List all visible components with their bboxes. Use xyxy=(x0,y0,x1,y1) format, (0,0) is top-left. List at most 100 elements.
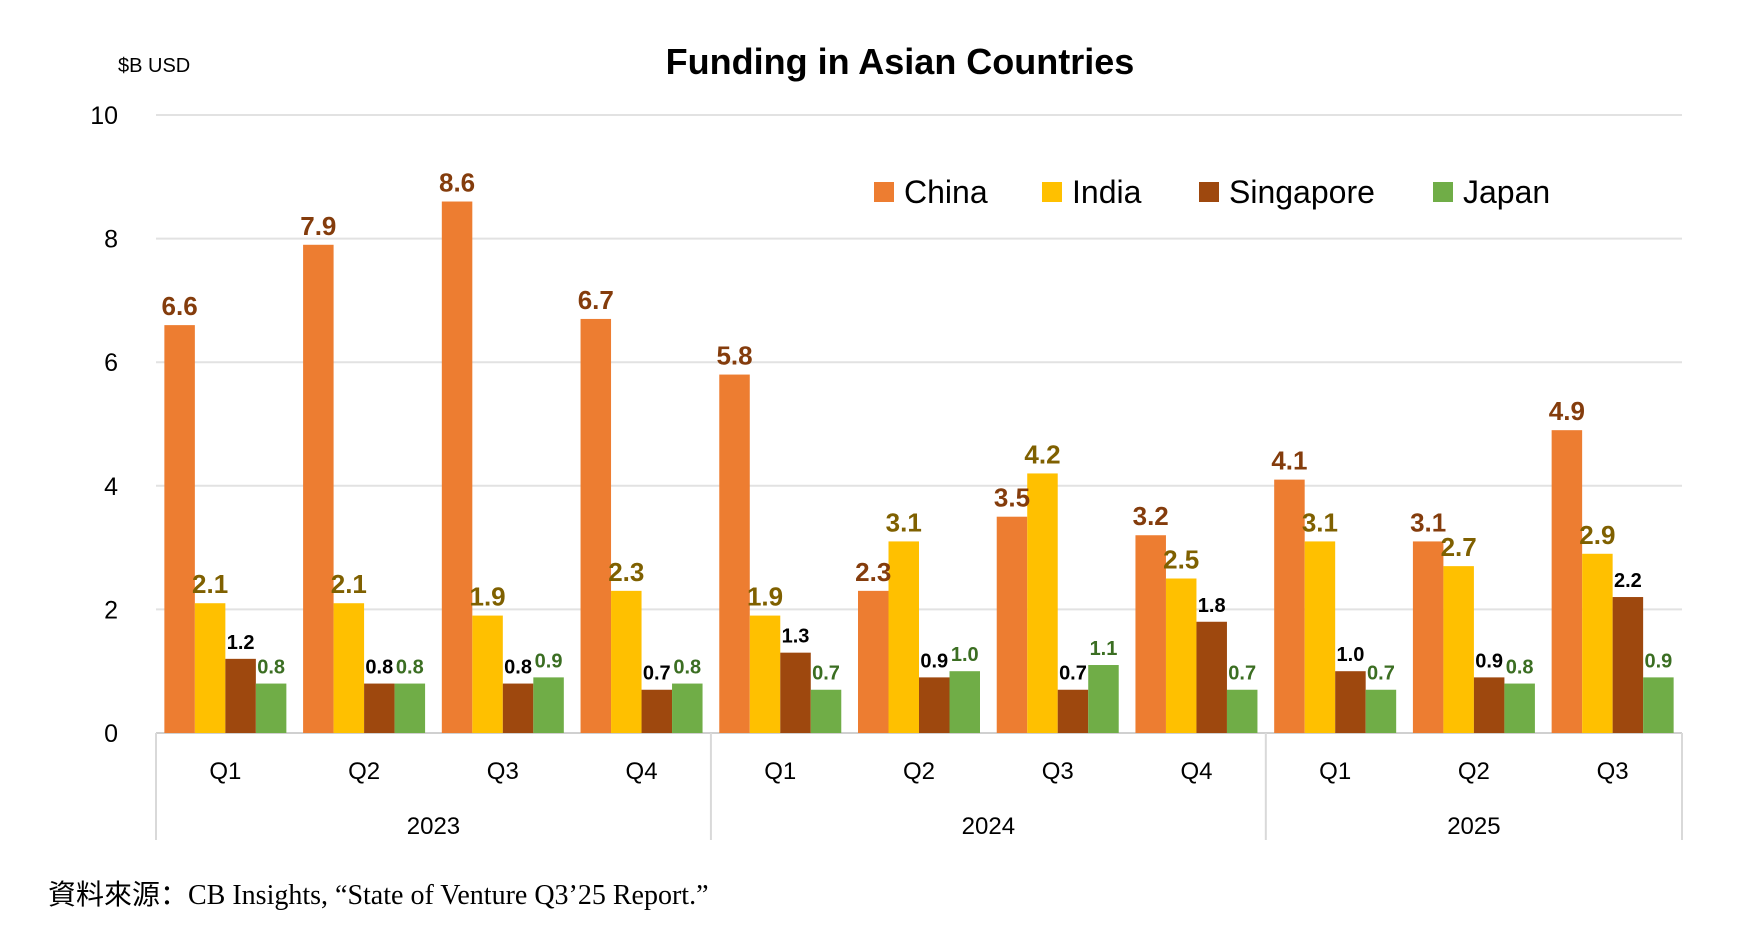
data-label-singapore: 1.2 xyxy=(227,632,255,654)
legend-swatch-singapore xyxy=(1199,182,1219,202)
bar-china xyxy=(303,244,334,733)
y-tick-label: 6 xyxy=(104,349,118,377)
data-label-singapore: 0.8 xyxy=(365,657,393,679)
bar-japan xyxy=(533,677,564,733)
data-label-japan: 0.9 xyxy=(1644,650,1672,672)
bar-india xyxy=(333,603,365,733)
data-label-china: 4.9 xyxy=(1549,396,1585,426)
data-label-china: 4.1 xyxy=(1271,446,1307,476)
bar-singapore xyxy=(225,658,256,733)
data-label-china: 2.3 xyxy=(855,557,891,587)
data-label-japan: 0.8 xyxy=(257,657,285,679)
x-tick-year: 2023 xyxy=(407,813,460,840)
legend-label-singapore: Singapore xyxy=(1229,174,1375,210)
y-axis-ticks: 0 2 4 6 8 10 xyxy=(90,102,118,748)
data-label-singapore: 0.9 xyxy=(920,650,948,672)
legend-label-india: India xyxy=(1072,174,1142,210)
x-tick-year: 2024 xyxy=(962,813,1015,840)
data-label-japan: 0.7 xyxy=(1367,663,1395,685)
bar-india xyxy=(1165,578,1197,733)
bar-china xyxy=(858,590,889,733)
bar-china xyxy=(1135,535,1166,733)
bar-japan xyxy=(672,683,703,733)
data-label-singapore: 1.8 xyxy=(1198,595,1226,617)
data-label-india: 1.9 xyxy=(747,582,783,612)
data-label-india: 3.1 xyxy=(1302,507,1338,537)
bar-china xyxy=(1274,479,1305,733)
source-note: 資料來源：CB Insights, “State of Venture Q3’2… xyxy=(48,879,709,911)
y-tick-label: 2 xyxy=(104,596,118,624)
bar-singapore xyxy=(364,683,395,733)
data-label-china: 3.5 xyxy=(994,483,1030,513)
data-label-india: 2.3 xyxy=(608,557,644,587)
data-label-singapore: 1.3 xyxy=(782,626,810,648)
legend-swatch-china xyxy=(874,182,894,202)
chart-title: Funding in Asian Countries xyxy=(666,41,1135,82)
bar-india xyxy=(749,615,781,733)
bar-japan xyxy=(810,689,842,733)
data-label-japan: 1.0 xyxy=(951,644,979,666)
y-tick-label: 4 xyxy=(104,473,118,501)
data-labels: 6.6 7.9 8.6 6.7 5.8 2.3 3.5 3.2 4.1 3.1 4.9 2.1 2.1 1… xyxy=(162,168,1673,685)
data-label-china: 6.6 xyxy=(162,291,198,321)
bar-singapore xyxy=(502,683,534,733)
data-label-china: 8.6 xyxy=(439,168,475,198)
data-label-singapore: 0.9 xyxy=(1475,650,1503,672)
bar-japan xyxy=(1226,689,1258,733)
x-tick-quarter: Q1 xyxy=(1319,758,1351,785)
bar-japan xyxy=(1504,683,1535,733)
data-label-japan: 0.7 xyxy=(1228,663,1256,685)
data-label-singapore: 1.0 xyxy=(1337,644,1365,666)
bar-japan xyxy=(949,671,980,733)
data-label-china: 5.8 xyxy=(716,341,752,371)
data-label-india: 4.2 xyxy=(1024,439,1060,469)
legend-swatch-japan xyxy=(1433,182,1453,202)
x-tick-quarter: Q2 xyxy=(903,758,935,785)
data-label-china: 3.1 xyxy=(1410,507,1446,537)
bar-singapore xyxy=(1057,689,1089,733)
bar-india xyxy=(1304,541,1336,733)
data-label-singapore: 0.7 xyxy=(1059,663,1087,685)
bar-japan xyxy=(255,683,287,733)
bar-singapore xyxy=(919,677,950,733)
data-label-japan: 0.8 xyxy=(1506,657,1534,679)
bar-china xyxy=(441,201,473,733)
bar-singapore xyxy=(1196,621,1227,733)
data-label-china: 6.7 xyxy=(578,285,614,315)
data-label-japan: 0.9 xyxy=(535,650,563,672)
x-tick-quarter: Q3 xyxy=(1597,758,1629,785)
data-label-india: 2.5 xyxy=(1163,545,1199,575)
data-label-india: 2.1 xyxy=(331,569,367,599)
bar-singapore xyxy=(1335,671,1366,733)
data-label-japan: 0.7 xyxy=(812,663,840,685)
data-label-japan: 0.8 xyxy=(396,657,424,679)
bar-india xyxy=(1027,473,1058,733)
bar-india xyxy=(472,615,503,733)
bar-singapore xyxy=(780,652,811,733)
bar-china xyxy=(164,325,195,733)
data-label-india: 2.7 xyxy=(1441,532,1477,562)
data-label-japan: 1.1 xyxy=(1090,638,1118,660)
data-label-singapore: 2.2 xyxy=(1614,570,1642,592)
bar-singapore xyxy=(641,689,673,733)
legend-swatch-india xyxy=(1042,182,1062,202)
bar-india xyxy=(194,603,226,733)
x-tick-quarter: Q2 xyxy=(348,758,380,785)
data-label-india: 2.9 xyxy=(1579,520,1615,550)
x-tick-quarter: Q1 xyxy=(764,758,796,785)
bar-japan xyxy=(1365,689,1397,733)
x-tick-quarter: Q4 xyxy=(626,758,658,785)
bar-japan xyxy=(394,683,426,733)
bar-china xyxy=(1551,430,1583,733)
x-tick-quarter: Q2 xyxy=(1458,758,1490,785)
bar-india xyxy=(1582,553,1613,733)
bar-japan xyxy=(1643,677,1674,733)
y-axis-unit: $B USD xyxy=(118,55,190,77)
bar-india xyxy=(1443,566,1474,733)
y-tick-label: 10 xyxy=(90,102,118,130)
data-label-india: 2.1 xyxy=(192,569,228,599)
bar-china xyxy=(719,374,750,733)
bar-china xyxy=(580,318,612,733)
bar-india xyxy=(611,590,642,733)
bar-india xyxy=(888,541,919,733)
